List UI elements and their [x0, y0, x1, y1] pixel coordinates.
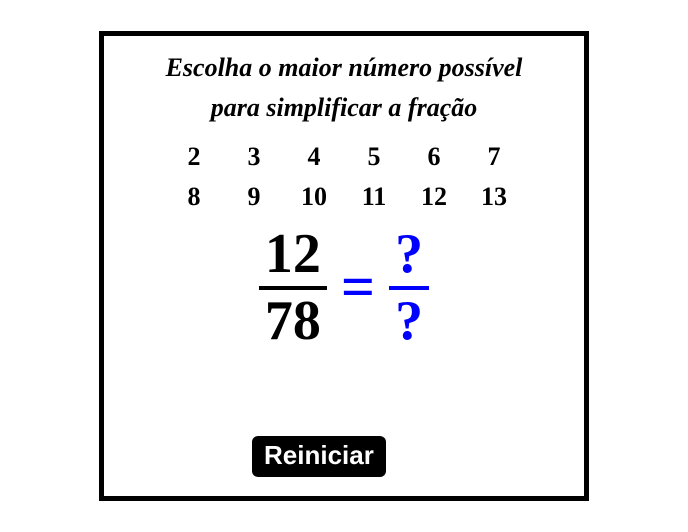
choice-2[interactable]: 2 [180, 137, 208, 177]
applet-frame: Escolha o maior número possível para sim… [99, 31, 589, 501]
choice-6[interactable]: 6 [420, 137, 448, 177]
choice-4[interactable]: 4 [300, 137, 328, 177]
restart-button[interactable]: Reiniciar [252, 436, 386, 477]
instruction-line-1: Escolha o maior número possível [104, 48, 584, 88]
choice-10[interactable]: 10 [300, 177, 328, 217]
source-denominator: 78 [259, 292, 327, 351]
result-fraction: ? ? [389, 225, 429, 351]
choice-13[interactable]: 13 [480, 177, 508, 217]
source-numerator: 12 [259, 225, 327, 284]
equals-sign: = [337, 253, 379, 322]
choice-3[interactable]: 3 [240, 137, 268, 177]
source-fraction: 12 78 [259, 225, 327, 351]
choice-8[interactable]: 8 [180, 177, 208, 217]
choice-9[interactable]: 9 [240, 177, 268, 217]
choice-row-2: 8 9 10 11 12 13 [104, 177, 584, 217]
choice-12[interactable]: 12 [420, 177, 448, 217]
result-denominator: ? [389, 292, 429, 351]
equation: 12 78 = ? ? [104, 225, 584, 351]
instruction-text: Escolha o maior número possível para sim… [104, 48, 584, 129]
number-choices: 2 3 4 5 6 7 8 9 10 11 12 13 [104, 137, 584, 218]
choice-5[interactable]: 5 [360, 137, 388, 177]
choice-7[interactable]: 7 [480, 137, 508, 177]
choice-row-1: 2 3 4 5 6 7 [104, 137, 584, 177]
instruction-line-2: para simplificar a fração [104, 88, 584, 128]
result-numerator: ? [389, 225, 429, 284]
choice-11[interactable]: 11 [360, 177, 388, 217]
